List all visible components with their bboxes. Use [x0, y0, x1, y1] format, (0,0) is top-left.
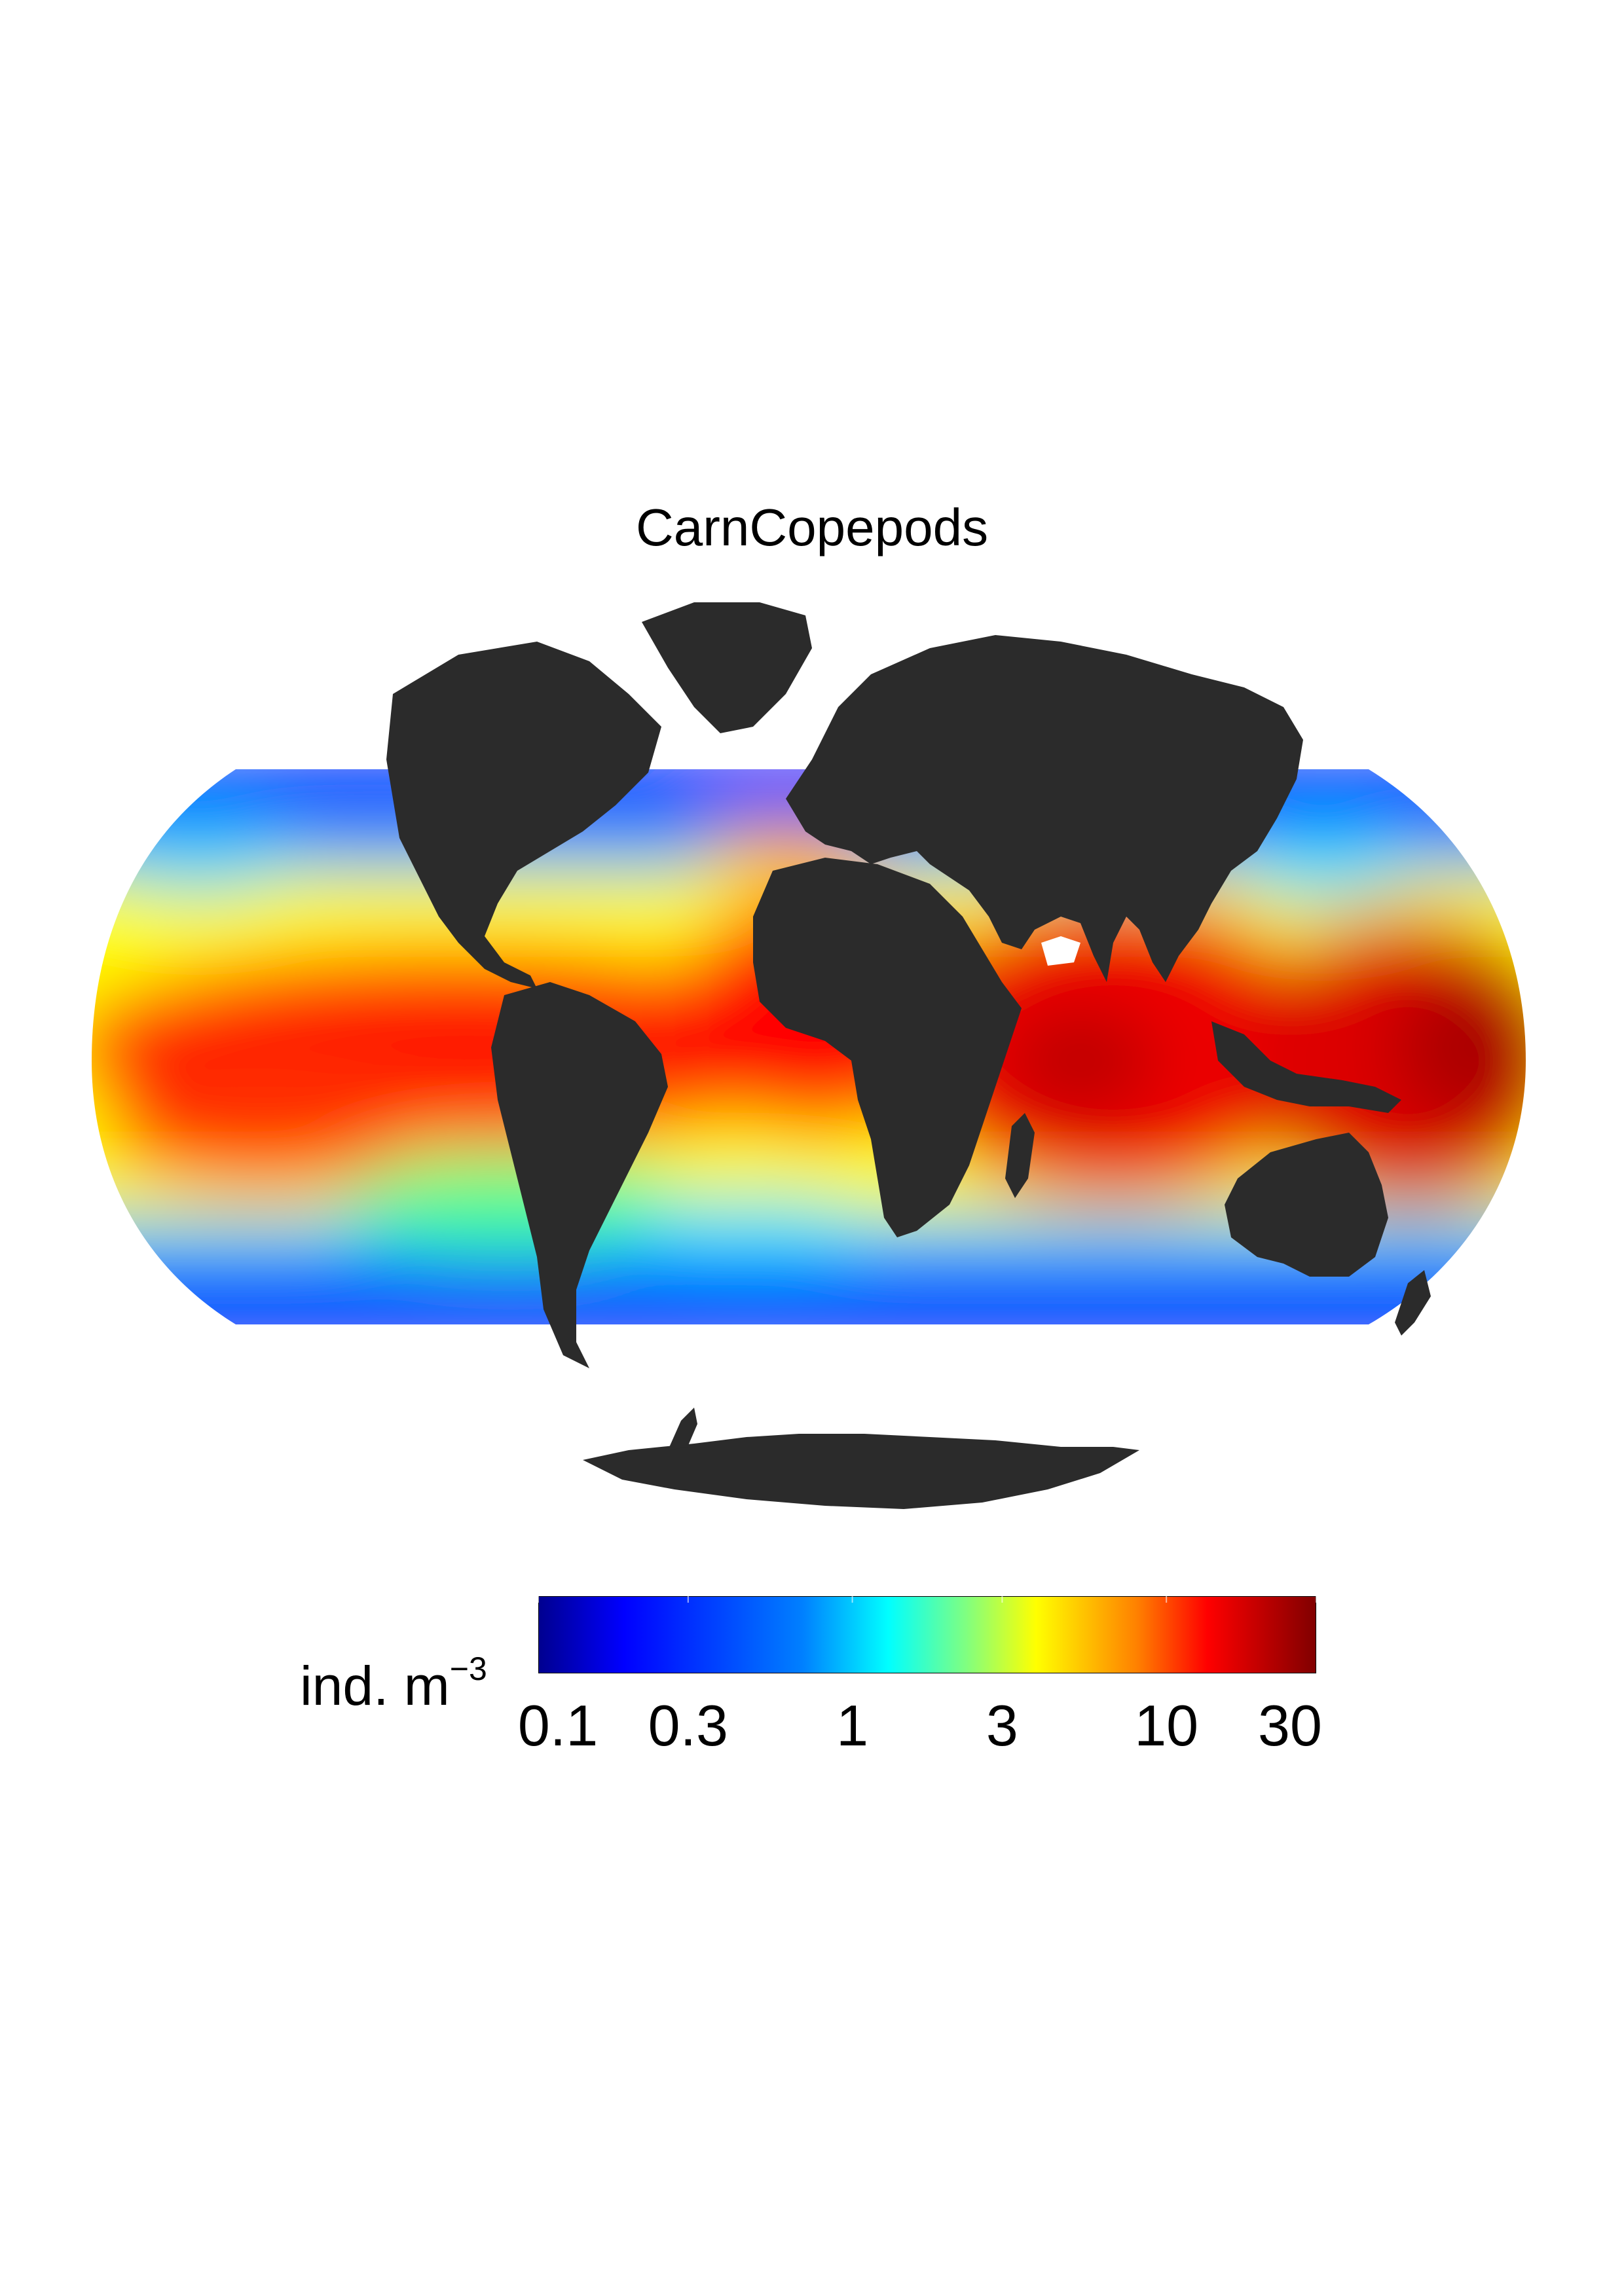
- map-title: CarnCopepods: [635, 498, 989, 556]
- colorbar-tick-label: 10: [1134, 1693, 1199, 1758]
- colorbar-tick-label: 30: [1258, 1693, 1322, 1758]
- south-america: [491, 982, 668, 1368]
- australia: [1225, 1133, 1388, 1277]
- colorbar-tick-label: 3: [986, 1693, 1018, 1758]
- north-america: [386, 642, 661, 989]
- southeast-asia-islands: [1211, 1021, 1401, 1113]
- antarctic-peninsula: [668, 1408, 697, 1450]
- eurasia: [786, 635, 1303, 982]
- land-masses: [386, 602, 1431, 1509]
- africa: [753, 858, 1022, 1237]
- madagascar: [1005, 1113, 1035, 1198]
- ocean-field: [92, 769, 1526, 1324]
- colorbar-tick-label: 1: [836, 1693, 869, 1758]
- no-data-patches: [1041, 936, 1080, 966]
- colorbar-tick-label: 0.1: [517, 1693, 599, 1758]
- colorbar: [538, 1596, 1316, 1673]
- greenland: [642, 602, 812, 733]
- colorbar-units: ind. m−3: [300, 1650, 487, 1717]
- new-zealand: [1395, 1270, 1431, 1336]
- antarctica: [583, 1434, 1139, 1509]
- colorbar-tick-label: 0.3: [648, 1693, 728, 1758]
